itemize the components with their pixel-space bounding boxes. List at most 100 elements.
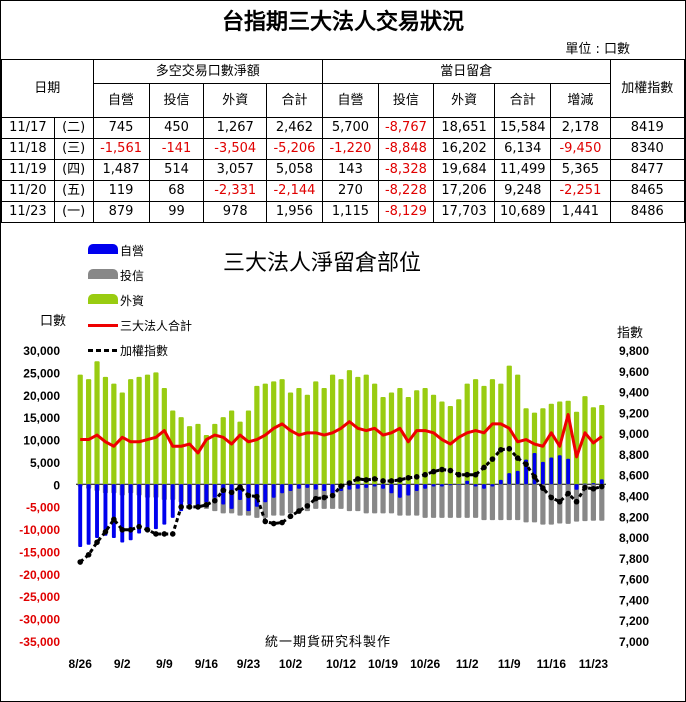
y2-tick-label: 7,800 — [619, 552, 649, 566]
dealer-bar — [229, 484, 234, 509]
index-point — [161, 531, 168, 537]
index-point — [195, 504, 201, 510]
trust-bar — [287, 484, 294, 514]
foreign-bar — [380, 397, 386, 485]
col-header: 外資 — [432, 83, 496, 118]
foreign-bar — [498, 383, 504, 485]
y2-tick-label: 8,400 — [619, 490, 649, 504]
col-header: 合計 — [494, 83, 552, 118]
index-point — [338, 483, 344, 489]
foreign-bar — [414, 390, 420, 485]
foreign-bar — [582, 396, 588, 485]
col-header: 增減 — [550, 83, 611, 118]
foreign-bar — [372, 383, 378, 485]
dealer-bar — [95, 484, 99, 539]
index-point — [321, 494, 327, 501]
foreign-bar — [94, 361, 100, 485]
x-tick-label: 9/9 — [156, 657, 173, 671]
table-cell: 450 — [148, 117, 205, 139]
table-cell: 16,202 — [432, 138, 496, 160]
index-point — [397, 477, 403, 483]
y-tick-label: 15,000 — [23, 411, 60, 425]
foreign-bar — [245, 410, 252, 485]
foreign-bar — [186, 426, 193, 485]
legend-swatch — [88, 269, 118, 279]
dealer-bar — [372, 484, 377, 487]
y-tick-label: 0 — [53, 478, 60, 492]
index-point — [413, 473, 420, 480]
dealer-bar — [78, 484, 83, 547]
legend-label: 外資 — [120, 294, 145, 308]
index-point — [405, 475, 412, 481]
dealer-bar — [280, 484, 285, 494]
table-cell: 1,487 — [92, 159, 150, 181]
table-cell: 119 — [92, 180, 150, 202]
dealer-bar — [439, 484, 444, 487]
legend-swatch — [88, 244, 118, 254]
x-tick-label: 8/26 — [69, 657, 93, 671]
dealer-bar — [557, 455, 562, 485]
trust-bar — [565, 484, 571, 524]
table-cell: 15,584 — [494, 117, 552, 139]
table-cell: 5,058 — [265, 159, 323, 181]
table-cell: 143 — [321, 159, 379, 181]
trust-bar — [599, 484, 605, 521]
table-row: 11/18 (三) -1,561 -141 -3,504 -5,206 -1,220 -8,8… — [1, 138, 686, 160]
index-point — [169, 531, 176, 537]
table-cell: 5,700 — [321, 117, 379, 139]
x-tick-label: 9/16 — [195, 657, 219, 671]
y2-tick-label: 9,000 — [619, 427, 649, 441]
foreign-bar — [506, 365, 512, 485]
x-tick-label: 10/26 — [410, 657, 440, 671]
dealer-bar — [153, 484, 158, 530]
dealer-bar — [549, 457, 554, 485]
y2-tick-label: 8,600 — [619, 469, 649, 483]
row-date: 11/17 — [1, 117, 55, 139]
y2-tick-label: 7,200 — [619, 614, 649, 628]
index-header: 加權指數 — [609, 59, 686, 118]
index-point — [489, 456, 496, 462]
table-cell: 745 — [92, 117, 150, 139]
index-point — [514, 455, 521, 461]
dealer-bar — [540, 461, 545, 485]
table-cell: 3,057 — [203, 159, 267, 181]
dealer-bar — [296, 484, 301, 489]
foreign-bar — [86, 379, 92, 485]
dealer-bar — [456, 484, 461, 485]
index-point — [540, 485, 546, 492]
trust-bar — [548, 484, 554, 525]
index-point — [178, 504, 184, 510]
chart-title: 三大法人淨留倉部位 — [223, 251, 422, 276]
y2-tick-label: 7,400 — [619, 593, 649, 607]
foreign-bar — [304, 394, 310, 485]
dealer-bar — [498, 479, 503, 485]
index-point — [119, 526, 126, 533]
table-cell: 68 — [148, 180, 205, 202]
trust-bar — [590, 484, 596, 521]
trust-bar — [430, 484, 437, 518]
trust-bar — [439, 484, 445, 518]
table-cell: 5,365 — [550, 159, 611, 181]
row-index: 8486 — [609, 201, 686, 223]
index-point — [304, 503, 311, 509]
dealer-bar — [212, 484, 217, 498]
dealer-bar — [162, 484, 167, 525]
index-point — [498, 446, 504, 453]
table-cell: 11,499 — [494, 159, 552, 181]
foreign-bar — [229, 410, 235, 485]
dealer-bar — [414, 484, 419, 492]
foreign-bar — [271, 381, 277, 485]
col-header: 投信 — [377, 83, 434, 118]
foreign-bar — [397, 388, 403, 485]
index-point — [346, 480, 353, 486]
table-row: 11/23 (一) 879 99 978 1,956 1,115 -8,129 17,703 10… — [1, 201, 686, 223]
table-cell: 17,703 — [432, 201, 496, 223]
y-tick-label: -35,000 — [19, 635, 60, 649]
x-tick-label: 11/16 — [537, 657, 567, 671]
row-date: 11/20 — [1, 180, 55, 202]
y2-tick-label: 8,200 — [619, 510, 649, 524]
index-point — [506, 445, 513, 452]
index-point — [270, 520, 277, 527]
table-cell: -2,331 — [203, 180, 267, 202]
foreign-bar — [161, 388, 167, 485]
